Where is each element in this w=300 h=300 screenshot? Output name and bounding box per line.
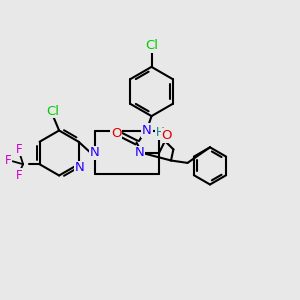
Text: F: F [16,143,23,156]
Text: F: F [16,169,23,182]
Text: O: O [162,129,172,142]
Text: O: O [111,127,122,140]
Text: N: N [142,124,152,137]
Text: N: N [90,146,99,160]
Text: H: H [156,126,165,139]
Text: Cl: Cl [46,104,59,118]
Text: F: F [5,154,12,167]
Text: N: N [75,161,84,174]
Text: Cl: Cl [145,39,158,52]
Text: N: N [135,146,144,160]
